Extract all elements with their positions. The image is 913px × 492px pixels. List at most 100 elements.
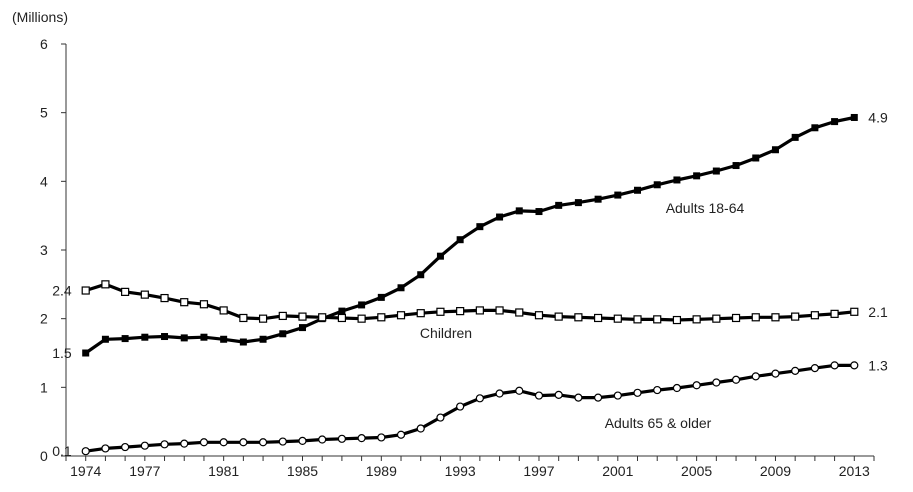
series-line-0 <box>84 115 856 355</box>
data-point-filled-square <box>634 186 642 194</box>
data-point-filled-square <box>338 307 346 315</box>
data-point-filled-square <box>614 191 622 199</box>
data-point-filled-square <box>850 113 858 121</box>
data-point-open-square <box>140 290 149 299</box>
data-point-filled-square <box>358 301 366 309</box>
series-line-2 <box>84 363 856 453</box>
data-point-open-circle <box>751 372 760 381</box>
data-point-filled-square <box>220 335 228 343</box>
y-axis-unit-label: (Millions) <box>12 9 68 25</box>
data-point-open-circle <box>298 436 307 445</box>
data-point-filled-square <box>555 201 563 209</box>
data-point-open-circle <box>160 440 169 449</box>
data-point-open-circle <box>653 385 662 395</box>
x-tick-label: 1974 <box>70 463 101 479</box>
data-point-filled-square <box>417 271 425 279</box>
data-point-open-circle <box>377 433 386 442</box>
data-point-filled-square <box>141 333 149 341</box>
data-point-open-square <box>850 307 859 316</box>
axes: 0 1 2 3 4 5 6 1974 1977 1981 1985 1989 1993 1997 2001 2… <box>40 36 875 479</box>
data-point-filled-square <box>279 330 287 338</box>
data-point-open-circle <box>456 402 465 411</box>
data-point-open-square <box>318 313 327 322</box>
data-point-open-square <box>396 311 406 320</box>
data-point-open-circle <box>81 447 90 456</box>
data-point-open-circle <box>633 388 642 397</box>
data-point-filled-square <box>180 334 188 342</box>
data-point-open-square <box>298 312 307 321</box>
data-point-open-square <box>337 313 347 323</box>
data-point-open-square <box>515 308 524 317</box>
data-point-filled-square <box>298 324 306 332</box>
data-point-open-circle <box>613 391 622 400</box>
series-end-value-label: 1.3 <box>868 357 888 373</box>
x-tick-label: 2001 <box>602 463 633 479</box>
data-point-open-square <box>377 313 386 322</box>
series-lines <box>84 115 856 453</box>
data-point-open-circle <box>121 442 130 452</box>
data-point-open-square <box>554 312 563 321</box>
y-tick-label: 2 <box>40 311 48 327</box>
data-point-open-square <box>258 314 268 323</box>
data-point-open-circle <box>239 438 248 447</box>
data-point-filled-square <box>515 207 523 215</box>
y-tick-label: 3 <box>40 242 48 258</box>
data-point-open-square <box>160 293 169 303</box>
data-point-open-circle <box>515 386 524 395</box>
data-point-open-square <box>278 311 287 321</box>
data-point-open-circle <box>475 394 484 403</box>
data-point-open-circle <box>771 369 780 378</box>
data-point-open-square <box>771 313 780 322</box>
data-point-open-square <box>751 313 760 322</box>
data-point-open-circle <box>278 437 287 446</box>
data-point-filled-square <box>121 335 129 343</box>
series-start-value-label: 0.1 <box>52 443 72 459</box>
data-point-open-square <box>219 306 228 315</box>
data-point-open-circle <box>731 375 741 384</box>
data-point-filled-square <box>673 176 681 184</box>
data-point-open-square <box>810 311 819 320</box>
x-tick-label: 1993 <box>445 463 476 479</box>
data-point-filled-square <box>535 208 543 216</box>
data-point-filled-square <box>831 118 839 126</box>
data-point-open-square <box>574 313 583 322</box>
data-point-filled-square <box>771 146 779 154</box>
data-point-open-circle <box>396 430 406 439</box>
data-point-filled-square <box>752 154 760 162</box>
data-point-open-circle <box>495 389 504 398</box>
x-tick-label: 1985 <box>287 463 318 479</box>
y-tick-label: 5 <box>40 105 48 121</box>
x-tick-label: 2009 <box>760 463 791 479</box>
data-point-open-circle <box>219 438 228 447</box>
data-point-open-square <box>653 315 662 324</box>
data-point-open-square <box>613 314 622 323</box>
data-point-filled-square <box>653 181 661 189</box>
data-point-open-circle <box>574 393 583 402</box>
data-point-filled-square <box>811 124 819 132</box>
data-point-open-circle <box>258 438 268 447</box>
data-point-open-circle <box>180 439 189 448</box>
data-point-open-circle <box>593 393 603 402</box>
data-point-open-square <box>672 315 682 325</box>
y-tick-label: 1 <box>40 379 48 395</box>
x-tick-label: 2005 <box>681 463 712 479</box>
series-name-label: Adults 18-64 <box>666 200 745 216</box>
data-point-open-circle <box>436 413 445 422</box>
data-point-filled-square <box>259 335 267 343</box>
data-point-open-circle <box>199 438 209 447</box>
data-point-open-circle <box>101 444 110 453</box>
data-point-open-square <box>633 315 642 324</box>
data-point-filled-square <box>200 333 208 341</box>
data-point-open-circle <box>337 434 347 443</box>
data-point-open-square <box>495 306 504 315</box>
y-tick-label: 4 <box>40 173 48 189</box>
data-point-filled-square <box>476 223 484 231</box>
series-line-1 <box>84 282 856 322</box>
data-point-open-circle <box>692 381 701 390</box>
y-tick-label: 6 <box>40 36 48 52</box>
data-point-filled-square <box>594 195 602 203</box>
x-tick-label: 2013 <box>839 463 870 479</box>
data-point-filled-square <box>377 293 385 301</box>
data-point-open-square <box>731 313 741 323</box>
data-point-open-circle <box>318 435 327 444</box>
